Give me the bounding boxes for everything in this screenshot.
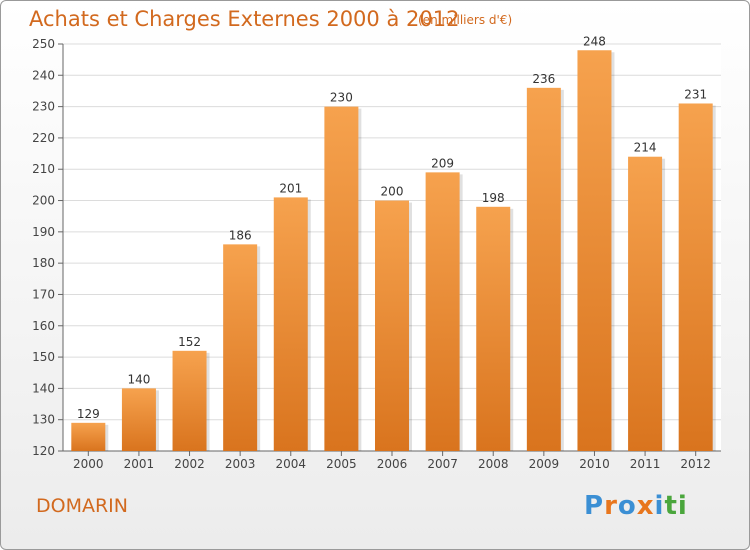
bar-value-label: 248: [583, 34, 606, 48]
bar: [628, 156, 663, 451]
logo-letter: i: [677, 491, 688, 521]
bar: [375, 200, 409, 451]
y-tick-label: 250: [32, 37, 55, 51]
bar: [121, 388, 156, 451]
bar-value-label: 186: [229, 228, 252, 242]
bar: [526, 87, 561, 451]
y-tick-label: 130: [32, 413, 55, 427]
x-tick-label: 2002: [174, 457, 205, 471]
logo-letter: o: [617, 491, 637, 521]
bar-value-label: 140: [127, 372, 150, 386]
bar: [678, 103, 713, 451]
y-tick-label: 180: [32, 256, 55, 270]
x-tick-label: 2012: [680, 457, 711, 471]
x-tick-label: 2010: [579, 457, 610, 471]
y-tick-label: 150: [32, 350, 55, 364]
bar-value-label: 231: [684, 87, 707, 101]
logo-letter: i: [654, 491, 665, 521]
y-tick-label: 240: [32, 68, 55, 82]
chart-unit: (en milliers d'€): [418, 13, 513, 27]
x-tick-label: 2005: [326, 457, 357, 471]
y-tick-label: 200: [32, 194, 55, 208]
logo-letter: t: [664, 491, 678, 521]
commune-name: DOMARIN: [36, 495, 128, 517]
y-tick-label: 210: [32, 162, 55, 176]
bar: [223, 244, 258, 451]
bar: [577, 50, 612, 452]
proxiti-logo: Proxiti: [584, 491, 688, 521]
logo-letter: x: [636, 491, 655, 521]
bar: [172, 350, 207, 451]
y-tick-label: 120: [32, 444, 55, 458]
x-tick-label: 2003: [225, 457, 256, 471]
x-tick-label: 2006: [377, 457, 408, 471]
y-tick-label: 140: [32, 381, 55, 395]
chart-title: Achats et Charges Externes 2000 à 2012: [29, 7, 460, 31]
x-tick-label: 2007: [427, 457, 458, 471]
bar-value-label: 198: [482, 191, 505, 205]
y-tick-label: 230: [32, 100, 55, 114]
x-tick-label: 2011: [630, 457, 661, 471]
x-tick-label: 2008: [478, 457, 509, 471]
logo-letter: r: [604, 491, 618, 521]
bar-value-label: 201: [279, 181, 302, 195]
bar-value-label: 230: [330, 91, 353, 105]
y-tick-label: 220: [32, 131, 55, 145]
logo-letter: P: [584, 491, 605, 521]
bar-value-label: 236: [532, 72, 555, 86]
bar: [71, 422, 106, 451]
y-tick-label: 160: [32, 319, 55, 333]
bar: [425, 172, 460, 451]
bar-value-label: 152: [178, 335, 201, 349]
x-tick-label: 2004: [275, 457, 306, 471]
y-tick-label: 190: [32, 225, 55, 239]
bar: [324, 106, 359, 451]
x-tick-label: 2009: [529, 457, 560, 471]
bar-value-label: 209: [431, 156, 454, 170]
x-tick-label: 2000: [73, 457, 104, 471]
bar-value-label: 200: [381, 185, 404, 199]
x-tick-label: 2001: [124, 457, 155, 471]
bar: [476, 206, 511, 451]
bar: [273, 197, 308, 451]
bar-value-label: 214: [634, 141, 657, 155]
bar-value-label: 129: [77, 407, 100, 421]
y-tick-label: 170: [32, 287, 55, 301]
